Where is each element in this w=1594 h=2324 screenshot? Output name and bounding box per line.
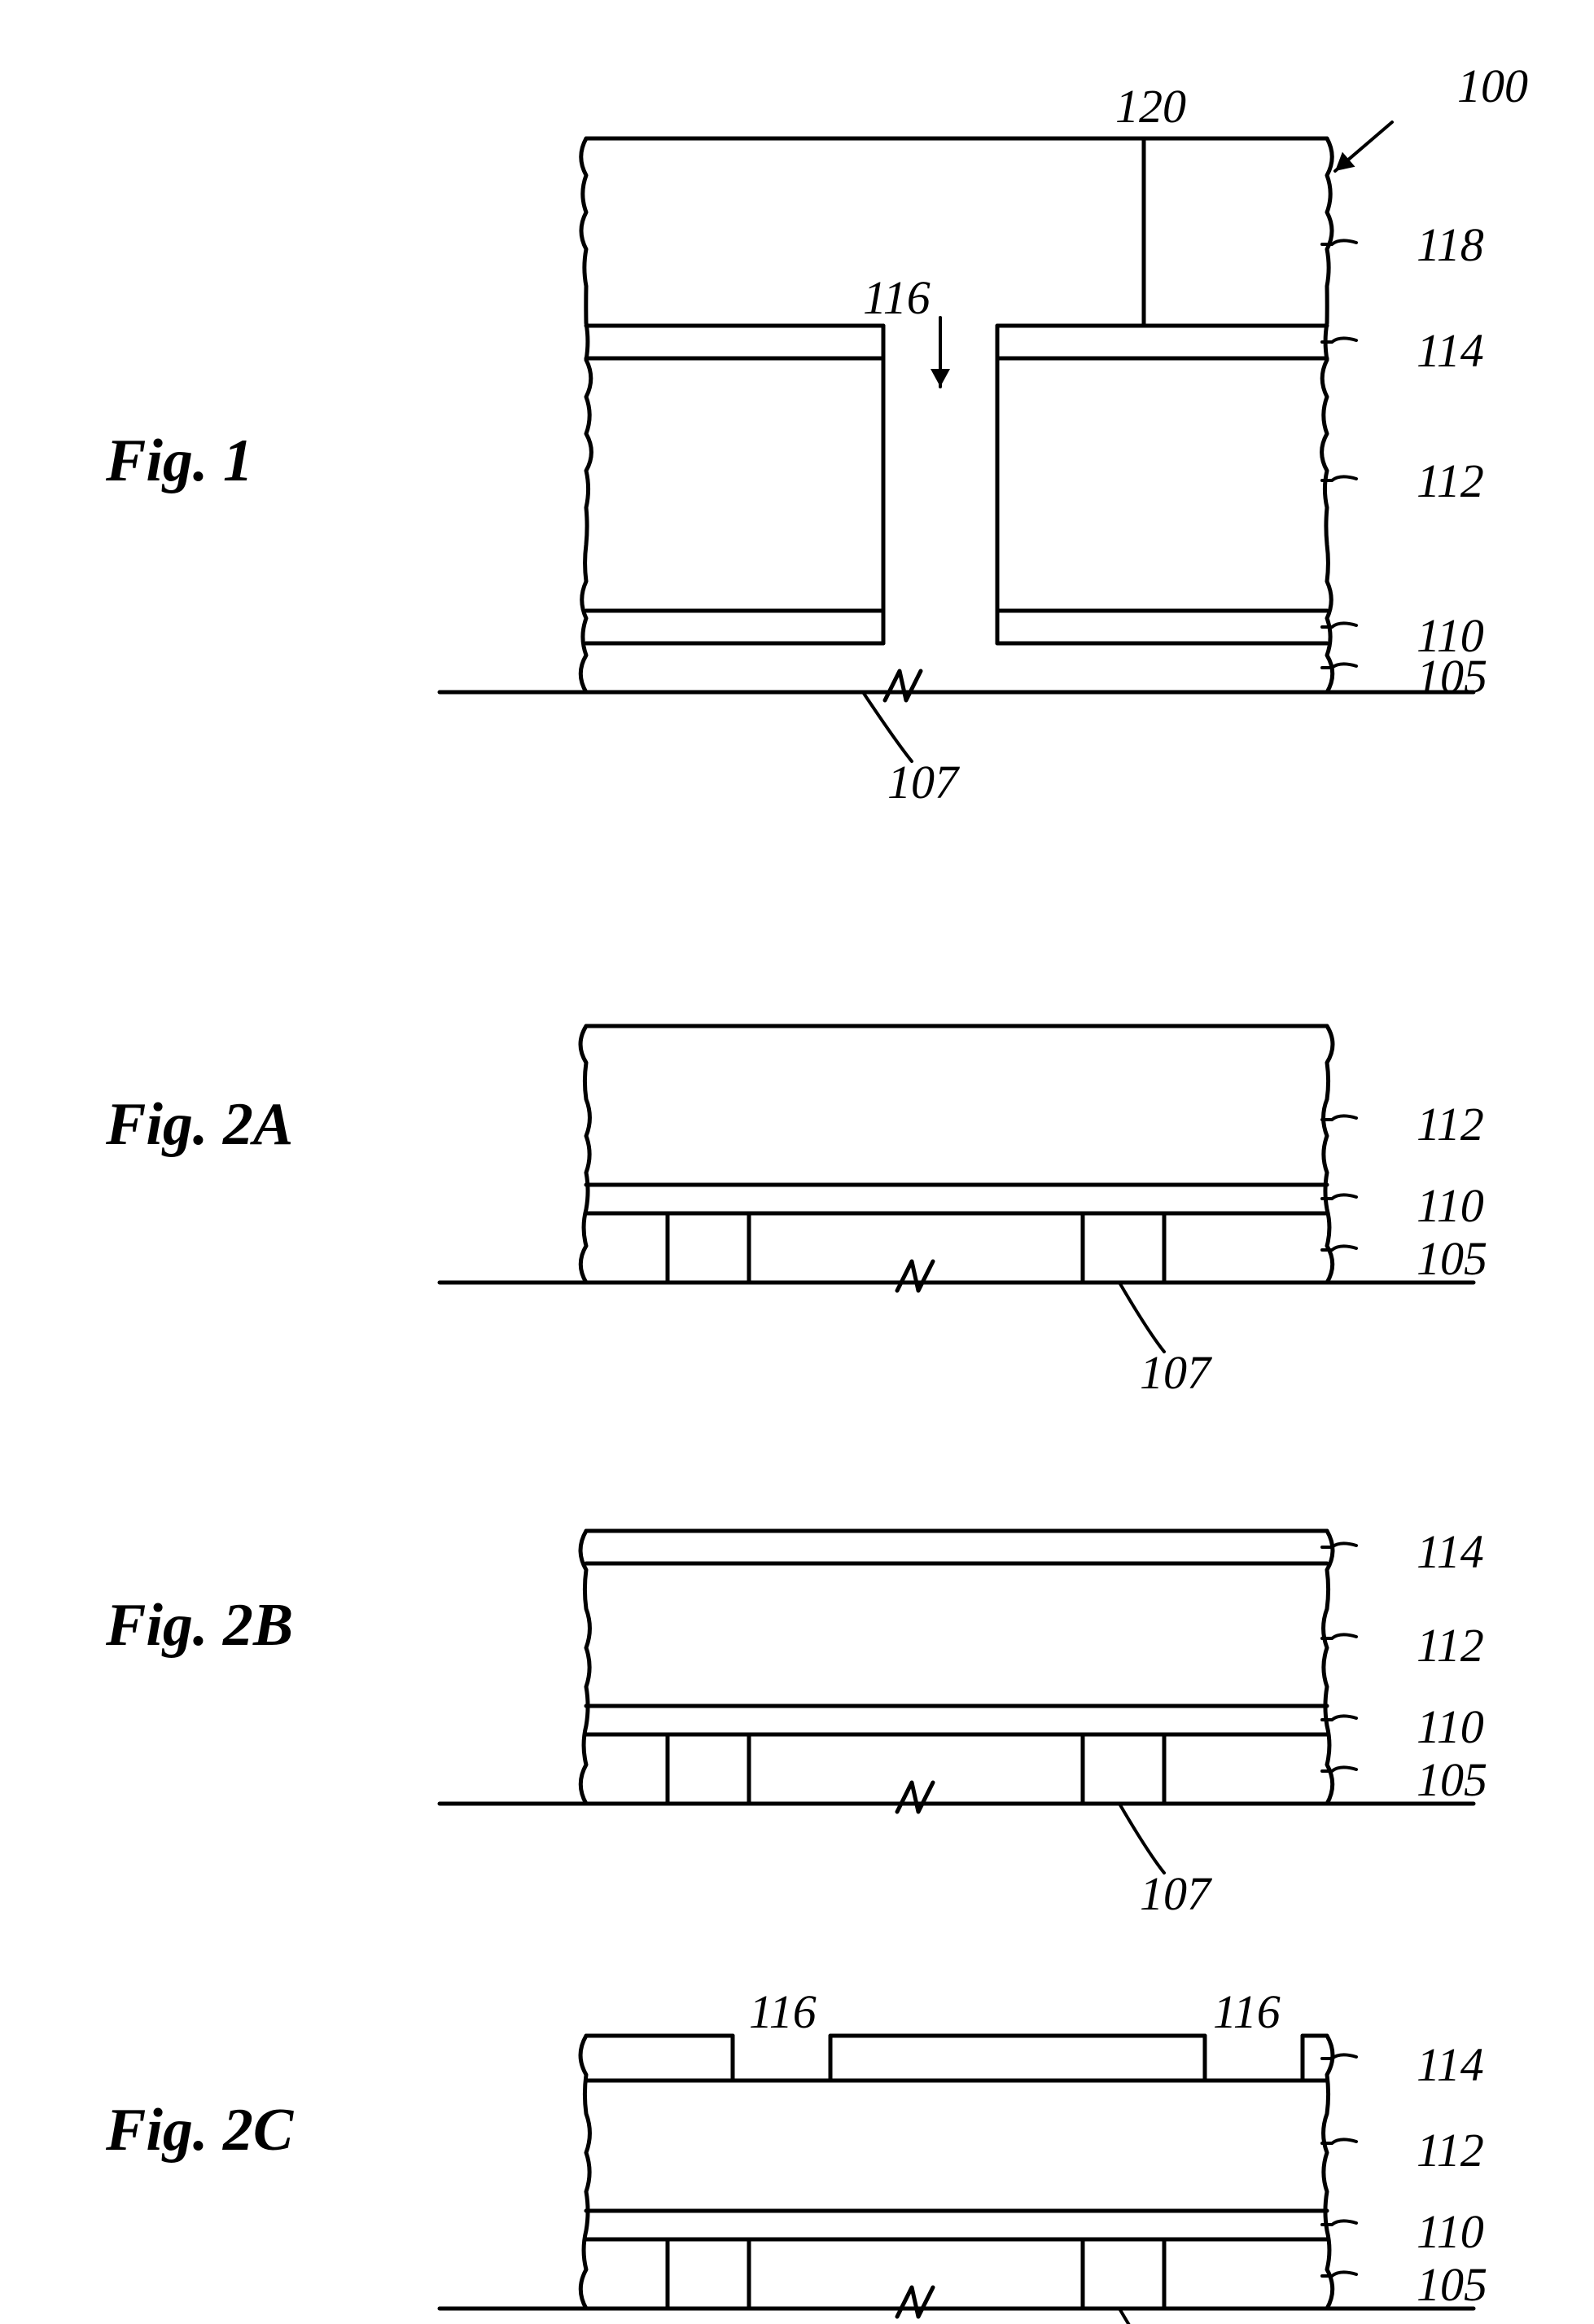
figure-2b: 105 107 110 112 114 Fig. 2B <box>105 1525 1487 1920</box>
label-105: 105 <box>1417 1232 1487 1285</box>
label-100: 100 <box>1457 59 1528 112</box>
figure-1: 116120100118114112110105107Fig. 1 <box>105 59 1528 809</box>
label-110: 110 <box>1417 1179 1484 1232</box>
label-114: 114 <box>1417 1525 1484 1578</box>
figure-2b-title: Fig. 2B <box>105 1592 293 1659</box>
figure-2c-title: Fig. 2C <box>105 2097 295 2164</box>
figure-2c: 105107110112114116116Fig. 2C <box>105 1985 1487 2324</box>
label-110: 110 <box>1417 1700 1484 1753</box>
label-118: 118 <box>1417 218 1484 271</box>
label-112: 112 <box>1417 2124 1484 2177</box>
label-105: 105 <box>1417 2258 1487 2311</box>
label-107: 107 <box>1140 1867 1212 1920</box>
figure-1-title: Fig. 1 <box>105 428 253 494</box>
label-114: 114 <box>1417 324 1484 377</box>
label-114: 114 <box>1417 2038 1484 2091</box>
label-107: 107 <box>1140 1346 1212 1399</box>
label-105: 105 <box>1417 1753 1487 1806</box>
label-112: 112 <box>1417 1619 1484 1672</box>
label-116b: 116 <box>1213 1985 1281 2038</box>
label-112: 112 <box>1417 454 1484 507</box>
label-116: 116 <box>863 271 931 324</box>
label-112: 112 <box>1417 1098 1484 1151</box>
label-105: 105 <box>1417 650 1487 703</box>
label-110: 110 <box>1417 2205 1484 2258</box>
figure-2a: 105 107 110 112 Fig. 2A <box>105 1026 1487 1399</box>
label-120: 120 <box>1115 80 1186 133</box>
figure-2a-title: Fig. 2A <box>105 1091 293 1158</box>
label-116a: 116 <box>749 1985 817 2038</box>
label-107: 107 <box>887 756 960 809</box>
